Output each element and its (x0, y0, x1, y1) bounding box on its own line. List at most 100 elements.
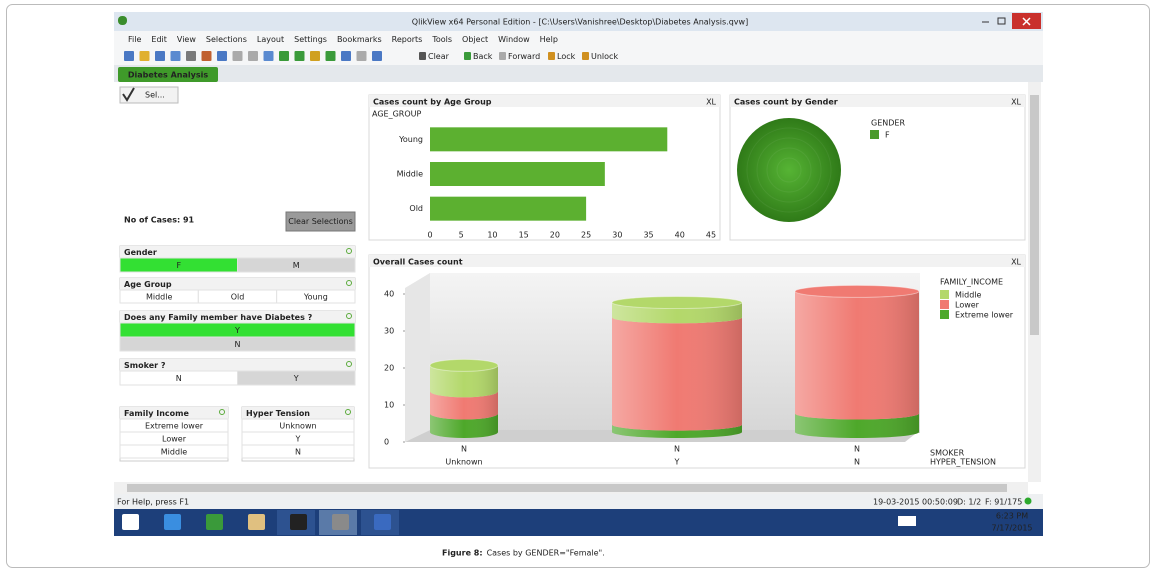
y-tick-label: 40 (384, 290, 394, 299)
legend-swatch (940, 290, 949, 299)
toolbar-icon (582, 52, 589, 60)
x-tick-label: 10 (487, 231, 497, 240)
taskbar-icon[interactable] (290, 514, 307, 530)
listbox-icon (346, 280, 352, 286)
menu-item[interactable]: Layout (257, 35, 284, 44)
menu-item[interactable]: Reports (392, 35, 423, 44)
pie-ring (746, 127, 832, 213)
taskbar-icon[interactable] (122, 514, 139, 530)
taskbar-icon[interactable] (332, 514, 349, 530)
legend-title: GENDER (871, 119, 905, 128)
listbox-item[interactable] (237, 257, 356, 273)
listbox-item[interactable] (276, 289, 356, 304)
toolbar-icon (248, 51, 258, 61)
menu-item[interactable]: Tools (431, 35, 452, 44)
export-icon[interactable]: XL (1011, 98, 1021, 107)
listbox-icon (345, 409, 351, 415)
menu-item[interactable]: Edit (151, 35, 167, 44)
h-scroll-thumb (127, 484, 1007, 492)
listbox-item-label[interactable]: N (235, 340, 241, 349)
listbox-item-label[interactable]: Lower (162, 435, 187, 444)
toolbar-button[interactable]: Unlock (591, 52, 618, 61)
menu-item[interactable]: Bookmarks (337, 35, 382, 44)
taskbar-icon[interactable] (206, 514, 223, 530)
app-icon (118, 16, 127, 25)
taskbar-icon[interactable] (248, 514, 265, 530)
toolbar-icon (232, 51, 243, 61)
listbox-item-label[interactable]: Old (231, 293, 245, 302)
export-icon[interactable]: XL (1011, 258, 1021, 267)
x-tick-label: N (461, 445, 467, 454)
listbox-icon (346, 361, 352, 367)
listbox-item-label[interactable]: Young (303, 293, 328, 302)
tab-label[interactable]: Diabetes Analysis (128, 71, 208, 80)
listbox-item-label[interactable]: N (176, 374, 182, 383)
menu-bar (114, 31, 1043, 47)
menu-item[interactable]: Settings (294, 35, 327, 44)
listbox-item-label[interactable]: N (295, 448, 301, 457)
window-title: QlikView x64 Personal Edition - [C:\User… (412, 18, 748, 27)
menu-item[interactable]: Help (540, 35, 558, 44)
listbox-caption (242, 407, 354, 419)
listbox-item-label[interactable]: Y (293, 374, 299, 383)
cases-count: No of Cases: 91 (124, 216, 195, 225)
bar (430, 127, 668, 152)
x-tick-label: 35 (643, 231, 653, 240)
v-scroll-thumb (1030, 95, 1039, 335)
listbox-icon (219, 409, 225, 415)
select-button (119, 86, 179, 104)
legend-label: Extreme lower (955, 311, 1014, 320)
status-fields: F: 91/175 (985, 498, 1022, 507)
listbox-item-label[interactable]: Middle (161, 448, 188, 457)
taskbar-icon[interactable] (374, 514, 391, 530)
listbox-item-label[interactable]: Unknown (279, 422, 316, 431)
listbox-caption (120, 278, 355, 290)
cylinder-shade (612, 424, 742, 438)
status-help: For Help, press F1 (117, 498, 189, 507)
cylinder-top (794, 284, 920, 298)
listbox-icon (346, 313, 352, 319)
cylinder-shade (612, 317, 742, 431)
caption-label: Figure 8: (442, 549, 483, 558)
listbox-item[interactable] (241, 444, 355, 459)
menu-item[interactable]: Object (462, 35, 488, 44)
toolbar-button[interactable]: Lock (557, 52, 576, 61)
status-indicator (1024, 497, 1032, 505)
listbox-item-label[interactable]: Extreme lower (145, 422, 204, 431)
clear-selections-button (285, 211, 356, 232)
toolbar-button[interactable]: Back (473, 52, 493, 61)
listbox-item-label[interactable]: M (293, 261, 300, 270)
y-tick-label: Middle (397, 170, 424, 179)
back-wall (405, 273, 430, 442)
toolbar-icon (294, 51, 305, 61)
listbox-caption (120, 246, 355, 258)
export-icon[interactable]: XL (706, 98, 716, 107)
menu-item[interactable]: File (128, 35, 141, 44)
toolbar-button[interactable]: Clear (428, 52, 450, 61)
listbox-item-label[interactable]: F (176, 261, 181, 270)
chart-caption (369, 95, 720, 107)
clear-selections-label[interactable]: Clear Selections (288, 217, 353, 226)
listbox-caption (120, 311, 355, 323)
toolbar-icon (139, 51, 150, 61)
listbox-item[interactable] (119, 444, 229, 459)
listbox-title: Smoker ? (124, 361, 166, 370)
taskbar-icon[interactable] (164, 514, 181, 530)
axis-label: SMOKER (930, 449, 965, 458)
toolbar-icon (499, 52, 506, 60)
y-tick-label: 0 (384, 438, 389, 447)
select-button-label[interactable]: Sel... (145, 91, 165, 100)
toolbar-button[interactable]: Forward (508, 52, 540, 61)
listbox-item-label[interactable]: Y (234, 326, 240, 335)
listbox-caption (120, 407, 228, 419)
listbox-item-label[interactable]: Y (295, 435, 301, 444)
menu-item[interactable]: View (177, 35, 196, 44)
listbox-item[interactable] (237, 370, 356, 386)
menu-item[interactable]: Selections (206, 35, 247, 44)
listbox-item[interactable] (119, 336, 356, 352)
menu-item[interactable]: Window (498, 35, 530, 44)
toolbar-icon (279, 51, 289, 61)
listbox-item-label[interactable]: Middle (146, 293, 173, 302)
listbox-icon (346, 248, 352, 254)
